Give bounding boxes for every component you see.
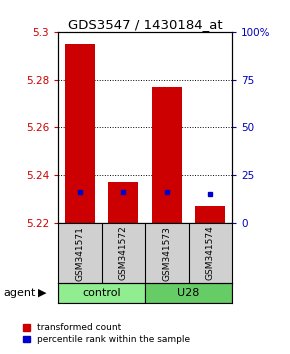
Text: GSM341574: GSM341574 bbox=[206, 226, 215, 280]
Title: GDS3547 / 1430184_at: GDS3547 / 1430184_at bbox=[68, 18, 222, 31]
Bar bbox=[64, 44, 95, 223]
Bar bbox=[145, 283, 232, 303]
Bar bbox=[195, 206, 226, 223]
Text: control: control bbox=[82, 288, 121, 298]
Bar bbox=[58, 283, 145, 303]
Text: GSM341571: GSM341571 bbox=[75, 225, 84, 281]
Bar bbox=[108, 182, 139, 223]
Bar bbox=[151, 87, 182, 223]
Text: GSM341573: GSM341573 bbox=[162, 225, 171, 281]
Text: U28: U28 bbox=[177, 288, 200, 298]
Text: agent: agent bbox=[3, 288, 35, 298]
Text: GSM341572: GSM341572 bbox=[119, 226, 128, 280]
Text: ▶: ▶ bbox=[38, 288, 46, 298]
Legend: transformed count, percentile rank within the sample: transformed count, percentile rank withi… bbox=[19, 320, 194, 348]
